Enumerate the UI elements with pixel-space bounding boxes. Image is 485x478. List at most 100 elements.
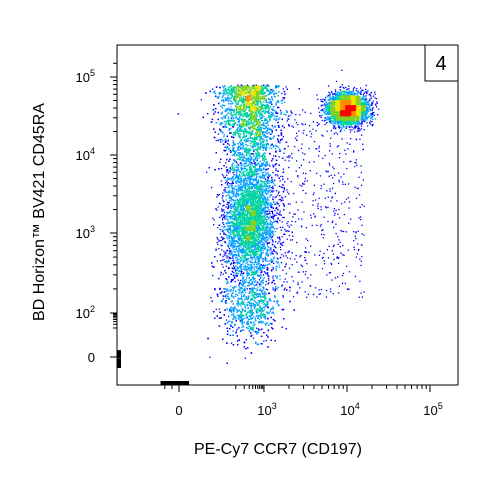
data-point — [263, 168, 265, 171]
data-point — [223, 87, 225, 89]
data-point — [234, 308, 237, 310]
data-point — [226, 171, 228, 173]
data-point — [332, 177, 334, 179]
data-point — [319, 115, 321, 117]
data-point — [276, 220, 278, 222]
data-point — [275, 155, 277, 157]
data-point — [349, 131, 352, 133]
data-point — [331, 153, 333, 155]
data-point — [301, 143, 303, 145]
data-point — [229, 310, 231, 312]
data-point — [231, 192, 233, 194]
data-point — [268, 101, 270, 103]
data-point — [335, 127, 337, 129]
data-point — [349, 143, 351, 145]
data-point — [271, 216, 273, 218]
data-point — [224, 323, 226, 325]
data-point — [277, 170, 279, 172]
data-point — [318, 197, 320, 199]
data-point — [295, 170, 297, 172]
data-point — [231, 154, 234, 156]
data-point — [261, 270, 263, 272]
data-point — [237, 300, 239, 302]
data-point — [251, 281, 254, 283]
data-point — [274, 203, 276, 206]
data-point — [277, 121, 279, 124]
data-point — [272, 90, 274, 92]
data-point — [233, 147, 235, 149]
data-point — [285, 86, 287, 88]
data-point — [229, 250, 231, 253]
data-point — [308, 147, 310, 150]
data-point — [265, 303, 267, 306]
data-point — [368, 93, 370, 96]
data-point — [365, 98, 368, 100]
data-point — [267, 177, 270, 179]
data-point — [232, 344, 235, 346]
data-point — [265, 211, 267, 213]
data-point — [250, 307, 252, 309]
data-point — [339, 130, 342, 132]
data-point — [349, 129, 351, 131]
data-point — [220, 239, 222, 242]
data-point — [266, 168, 268, 171]
data-point — [279, 210, 281, 212]
data-point — [214, 256, 216, 258]
data-point — [272, 187, 274, 190]
data-point — [353, 126, 355, 128]
data-point — [248, 273, 250, 276]
data-point — [278, 164, 280, 166]
data-point — [214, 288, 216, 290]
data-point — [214, 111, 216, 113]
data-point — [231, 115, 233, 117]
data-point — [233, 309, 235, 312]
data-point — [228, 148, 230, 150]
data-point — [264, 323, 267, 325]
data-point — [306, 263, 308, 265]
data-point — [232, 142, 234, 144]
data-point — [244, 317, 246, 319]
data-point — [264, 134, 266, 136]
data-point — [355, 139, 358, 141]
data-point — [231, 267, 234, 269]
data-point — [224, 85, 226, 87]
data-point — [232, 265, 235, 267]
data-point — [232, 254, 234, 256]
data-point — [323, 252, 325, 255]
data-point — [263, 315, 265, 317]
data-point — [267, 242, 269, 245]
data-point — [249, 328, 251, 330]
data-point — [272, 268, 274, 270]
data-point — [265, 162, 267, 164]
data-point — [262, 147, 264, 149]
data-point — [236, 154, 238, 156]
data-point — [316, 122, 318, 124]
data-point — [271, 125, 273, 127]
data-point — [261, 117, 263, 119]
data-point — [270, 205, 272, 208]
data-point — [235, 191, 238, 193]
data-point — [284, 181, 286, 183]
data-point — [279, 150, 281, 152]
data-point — [271, 89, 273, 91]
data-point — [254, 277, 256, 280]
data-point — [232, 148, 234, 150]
data-point — [240, 294, 243, 296]
data-point — [347, 197, 350, 199]
data-point — [223, 254, 225, 256]
data-point — [259, 283, 261, 286]
data-point — [286, 281, 288, 283]
data-point — [255, 341, 257, 343]
data-point — [249, 136, 251, 139]
data-point — [257, 275, 259, 277]
data-point — [365, 88, 367, 90]
data-point — [302, 182, 304, 184]
data-point — [265, 145, 268, 147]
data-point — [299, 184, 301, 186]
data-point — [235, 150, 237, 152]
data-point — [363, 291, 365, 293]
data-point — [287, 145, 289, 147]
data-point — [224, 253, 226, 255]
data-point — [338, 181, 340, 183]
data-point — [244, 298, 246, 301]
